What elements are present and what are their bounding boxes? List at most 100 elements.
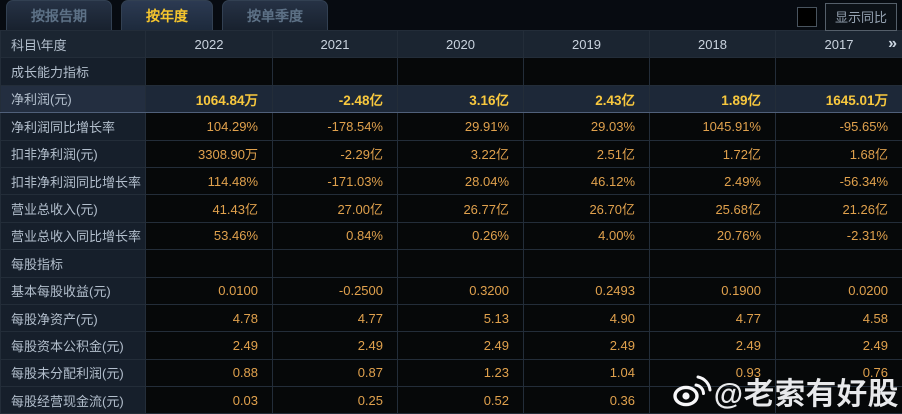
- data-cell: 4.58: [775, 303, 902, 333]
- data-cell: 104.29%: [145, 112, 273, 141]
- data-cell: -171.03%: [272, 166, 398, 196]
- row-label: 净利润(元): [0, 84, 146, 114]
- data-cell: 29.03%: [523, 112, 650, 141]
- data-cell: 0.76: [775, 358, 902, 388]
- data-cell: 0.84%: [272, 221, 398, 251]
- financial-indicators-table: 科目\年度 2022 2021 2020 2019 2018 2017 » 成长…: [0, 29, 902, 414]
- show-yoy-control: 显示同比: [796, 3, 897, 31]
- data-cell: 4.77: [272, 303, 398, 333]
- table-row-total-revenue: 营业总收入(元) 41.43亿 27.00亿 26.77亿 26.70亿 25.…: [0, 194, 902, 223]
- data-cell: -178.54%: [272, 112, 398, 141]
- data-cell: 0.26%: [397, 221, 524, 251]
- data-cell: 2.51亿: [523, 139, 650, 168]
- data-cell: [649, 386, 776, 414]
- data-cell: -2.31%: [775, 221, 902, 251]
- tab-by-quarter[interactable]: 按单季度: [222, 0, 328, 30]
- section-row-per-share: 每股指标: [0, 249, 902, 278]
- data-cell: 25.68亿: [649, 194, 776, 223]
- row-label: 基本每股收益(元): [0, 276, 146, 305]
- tab-by-year[interactable]: 按年度: [121, 0, 213, 30]
- data-cell: 2.49: [649, 331, 776, 360]
- data-cell: 0.1900: [649, 276, 776, 305]
- data-cell: 21.26亿: [775, 194, 902, 223]
- data-cell: 3.16亿: [397, 84, 524, 114]
- section-label: 每股指标: [0, 249, 146, 278]
- data-cell: 1.23: [397, 358, 524, 388]
- data-cell: 2.49%: [649, 166, 776, 196]
- data-cell: 26.70亿: [523, 194, 650, 223]
- data-cell: 2.49: [775, 331, 902, 360]
- table-row-non-gaap-profit-yoy: 扣非净利润同比增长率 114.48% -171.03% 28.04% 46.12…: [0, 166, 902, 196]
- data-cell: 1064.84万: [145, 84, 273, 114]
- data-cell: 1.68亿: [775, 139, 902, 168]
- row-label: 每股净资产(元): [0, 303, 146, 333]
- data-cell: 0.2493: [523, 276, 650, 305]
- year-header-2022: 2022: [145, 29, 273, 59]
- data-cell: 4.77: [649, 303, 776, 333]
- show-yoy-checkbox[interactable]: [796, 7, 817, 27]
- data-cell: 26.77亿: [397, 194, 524, 223]
- data-cell: 0.88: [145, 358, 273, 388]
- data-cell: 28.04%: [397, 166, 524, 196]
- data-cell: 1645.01万: [775, 84, 902, 114]
- data-cell: -0.2500: [272, 276, 398, 305]
- data-cell: 5.13: [397, 303, 524, 333]
- row-label: 每股资本公积金(元): [0, 331, 146, 360]
- data-cell: 2.49: [272, 331, 398, 360]
- row-label: 营业总收入同比增长率: [0, 221, 146, 251]
- tab-by-report-period[interactable]: 按报告期: [6, 0, 112, 30]
- data-cell: -2.29亿: [272, 139, 398, 168]
- data-cell: 0.03: [145, 386, 273, 414]
- data-cell: 29.91%: [397, 112, 524, 141]
- data-cell: 0.0100: [145, 276, 273, 305]
- data-cell: 1.89亿: [649, 84, 776, 114]
- data-cell: -95.65%: [775, 112, 902, 141]
- data-cell: 1.04: [523, 358, 650, 388]
- row-label: 每股未分配利润(元): [0, 358, 146, 388]
- data-cell: -56.34%: [775, 166, 902, 196]
- data-cell: 0.36: [523, 386, 650, 414]
- data-cell: 114.48%: [145, 166, 273, 196]
- corner-header: 科目\年度: [0, 29, 146, 59]
- section-row-growth: 成长能力指标: [0, 57, 902, 86]
- data-cell: 53.46%: [145, 221, 273, 251]
- data-cell: 3.22亿: [397, 139, 524, 168]
- table-row-net-profit-yoy: 净利润同比增长率 104.29% -178.54% 29.91% 29.03% …: [0, 112, 902, 141]
- data-cell: 2.49: [397, 331, 524, 360]
- data-cell: 1.72亿: [649, 139, 776, 168]
- row-label: 营业总收入(元): [0, 194, 146, 223]
- year-header-2017: 2017 »: [775, 29, 902, 59]
- table-row-total-revenue-yoy: 营业总收入同比增长率 53.46% 0.84% 0.26% 4.00% 20.7…: [0, 221, 902, 251]
- data-cell: 2.49: [523, 331, 650, 360]
- year-header-2020: 2020: [397, 29, 524, 59]
- data-cell: 0.25: [272, 386, 398, 414]
- show-yoy-label[interactable]: 显示同比: [824, 3, 897, 31]
- data-cell: 2.43亿: [523, 84, 650, 114]
- data-cell: 2.49: [145, 331, 273, 360]
- data-cell: 3308.90万: [145, 139, 273, 168]
- row-label: 净利润同比增长率: [0, 112, 146, 141]
- year-header-2021: 2021: [272, 29, 398, 59]
- data-cell: 1045.91%: [649, 112, 776, 141]
- year-header-label: 2017: [824, 36, 854, 52]
- row-label: 扣非净利润同比增长率: [0, 166, 146, 196]
- more-years-icon[interactable]: »: [888, 35, 897, 52]
- year-header-2018: 2018: [649, 29, 776, 59]
- data-cell: 4.78: [145, 303, 273, 333]
- row-label: 每股经营现金流(元): [0, 386, 146, 414]
- period-tabbar: 按报告期 按年度 按单季度 显示同比: [0, 0, 902, 31]
- data-cell: 0.87: [272, 358, 398, 388]
- data-cell: 0.93: [649, 358, 776, 388]
- data-cell: 46.12%: [523, 166, 650, 196]
- table-row-undistributed-profit-per-share: 每股未分配利润(元) 0.88 0.87 1.23 1.04 0.93 0.76: [0, 358, 902, 388]
- data-cell: 27.00亿: [272, 194, 398, 223]
- data-cell: [775, 386, 902, 414]
- table-row-operating-cashflow-per-share: 每股经营现金流(元) 0.03 0.25 0.52 0.36: [0, 386, 902, 414]
- section-label: 成长能力指标: [0, 57, 146, 86]
- year-header-2019: 2019: [523, 29, 650, 59]
- row-label: 扣非净利润(元): [0, 139, 146, 168]
- data-cell: 0.52: [397, 386, 524, 414]
- table-row-net-assets-per-share: 每股净资产(元) 4.78 4.77 5.13 4.90 4.77 4.58: [0, 303, 902, 333]
- table-row-capital-reserve-per-share: 每股资本公积金(元) 2.49 2.49 2.49 2.49 2.49 2.49: [0, 331, 902, 360]
- data-cell: 20.76%: [649, 221, 776, 251]
